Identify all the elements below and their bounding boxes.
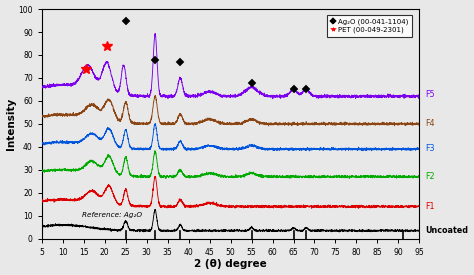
Legend: Ag₂O (00-041-1104), PET (00-049-2301): Ag₂O (00-041-1104), PET (00-049-2301) <box>327 15 412 37</box>
Text: F5: F5 <box>426 89 435 98</box>
Text: Uncoated: Uncoated <box>426 226 469 235</box>
Text: Reference: Ag₂O: Reference: Ag₂O <box>82 212 142 218</box>
Text: F2: F2 <box>426 172 435 181</box>
Y-axis label: Intensity: Intensity <box>6 98 16 150</box>
Text: F1: F1 <box>426 202 435 211</box>
Text: F3: F3 <box>426 144 435 153</box>
X-axis label: 2 (θ) degree: 2 (θ) degree <box>194 259 267 270</box>
Text: F4: F4 <box>426 119 435 128</box>
